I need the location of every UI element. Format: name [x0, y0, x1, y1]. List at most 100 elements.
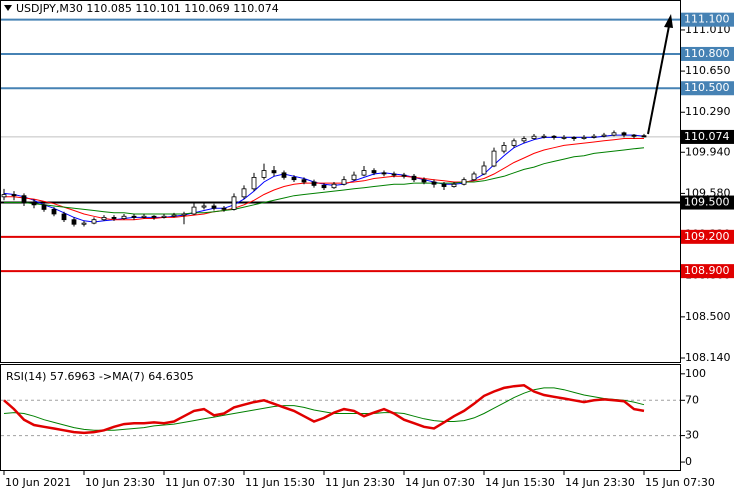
- candle-body: [1, 194, 7, 198]
- plot-layer: 111.010110.650110.290109.940109.580109.2…: [1, 12, 734, 489]
- x-tick-label: 10 Jun 23:30: [85, 476, 155, 489]
- x-tick-label: 11 Jun 23:30: [325, 476, 395, 489]
- candle-body: [11, 194, 17, 197]
- candle-body: [161, 215, 167, 218]
- candle-body: [431, 181, 437, 185]
- candle-body: [101, 217, 107, 221]
- y-tick-label: 0: [685, 455, 692, 468]
- candle-body: [261, 170, 267, 178]
- candle-body: [601, 134, 607, 137]
- series-line: [3, 384, 645, 435]
- x-tick-label: 11 Jun 07:30: [165, 476, 235, 489]
- candle-body: [281, 172, 287, 178]
- candle-body: [541, 135, 547, 138]
- price-label-box: [681, 264, 734, 279]
- candle-body: [251, 176, 257, 190]
- header-marker: [4, 5, 12, 11]
- arrow-line: [647, 25, 670, 135]
- candle-body: [271, 170, 277, 174]
- candle-body: [471, 173, 477, 181]
- candle-body: [141, 215, 147, 218]
- price-label: 108.900: [684, 264, 730, 277]
- candle-body: [531, 135, 537, 139]
- x-tick-label: 14 Jun 15:30: [485, 476, 555, 489]
- candle-body: [361, 170, 367, 176]
- candle-body: [621, 132, 627, 136]
- candle-body: [241, 188, 247, 198]
- candle-body: [591, 135, 597, 138]
- candle-body: [321, 185, 327, 189]
- rsi-title: RSI(14) 57.6963 ->MA(7) 64.6305: [6, 370, 194, 383]
- price-label-box: [681, 129, 734, 144]
- candle-body: [151, 215, 157, 218]
- candle-body: [171, 214, 177, 217]
- rsi-frame: [0, 364, 681, 471]
- candle-body: [61, 213, 67, 221]
- candle-body: [411, 175, 417, 181]
- series-line: [4, 147, 645, 215]
- price-label-box: [681, 12, 734, 27]
- candle-body: [91, 219, 97, 224]
- x-tick-label: 10 Jun 2021: [5, 476, 71, 489]
- x-tick-label: 15 Jun 07:30: [645, 476, 715, 489]
- candle-body: [451, 183, 457, 187]
- candle-body: [561, 136, 567, 139]
- price-label: 109.500: [684, 196, 730, 209]
- chart-title: USDJPY,M30 110.085 110.101 110.069 110.0…: [16, 2, 279, 15]
- candle-body: [131, 215, 137, 218]
- candle-body: [351, 174, 357, 181]
- price-label: 110.500: [684, 81, 730, 94]
- candle-body: [581, 136, 587, 139]
- candle-body: [231, 196, 237, 210]
- candle-body: [391, 173, 397, 176]
- candle-body: [201, 205, 207, 208]
- y-tick-label: 108.500: [685, 310, 731, 323]
- series-line: [3, 387, 645, 431]
- y-tick-label: 108.140: [685, 351, 731, 364]
- candle-body: [511, 140, 517, 146]
- candle-body: [81, 222, 87, 225]
- candle-body: [331, 183, 337, 189]
- candle-body: [341, 179, 347, 185]
- price-label: 109.200: [684, 230, 730, 243]
- price-label-box: [681, 229, 734, 244]
- candle-body: [441, 183, 447, 187]
- candle-body: [501, 144, 507, 152]
- candle-body: [211, 205, 217, 209]
- y-tick-label: 109.940: [685, 145, 731, 158]
- y-tick-label: 110.650: [685, 64, 731, 77]
- candle-body: [21, 195, 27, 203]
- x-tick-label: 11 Jun 15:30: [245, 476, 315, 489]
- price-label-box: [681, 195, 734, 210]
- series-line: [3, 134, 645, 223]
- candle-body: [371, 170, 377, 174]
- arrow-head: [664, 14, 673, 28]
- candle-body: [181, 213, 187, 216]
- candle-body: [111, 217, 117, 219]
- candle-body: [571, 136, 577, 139]
- candle-body: [641, 135, 647, 138]
- candle-body: [31, 202, 37, 206]
- main-frame: [0, 0, 681, 363]
- candle-body: [631, 134, 637, 137]
- series-line: [4, 138, 644, 221]
- candle-body: [481, 165, 487, 175]
- y-tick-label: 70: [685, 393, 699, 406]
- candle-body: [41, 204, 47, 210]
- x-tick-label: 14 Jun 23:30: [565, 476, 635, 489]
- price-label: 110.800: [684, 47, 730, 60]
- candle-body: [311, 181, 317, 186]
- candle-body: [221, 207, 227, 210]
- candle-body: [521, 138, 527, 142]
- candle-body: [401, 174, 407, 177]
- price-label: 110.074: [684, 130, 730, 143]
- y-tick-label: 100: [685, 367, 706, 380]
- y-tick-label: 30: [685, 429, 699, 442]
- candle-body: [381, 172, 387, 175]
- candle-body: [191, 206, 197, 215]
- y-tick-label: 110.290: [685, 105, 731, 118]
- price-label: 111.100: [684, 13, 730, 26]
- candle-body: [491, 150, 497, 167]
- candle-body: [461, 179, 467, 185]
